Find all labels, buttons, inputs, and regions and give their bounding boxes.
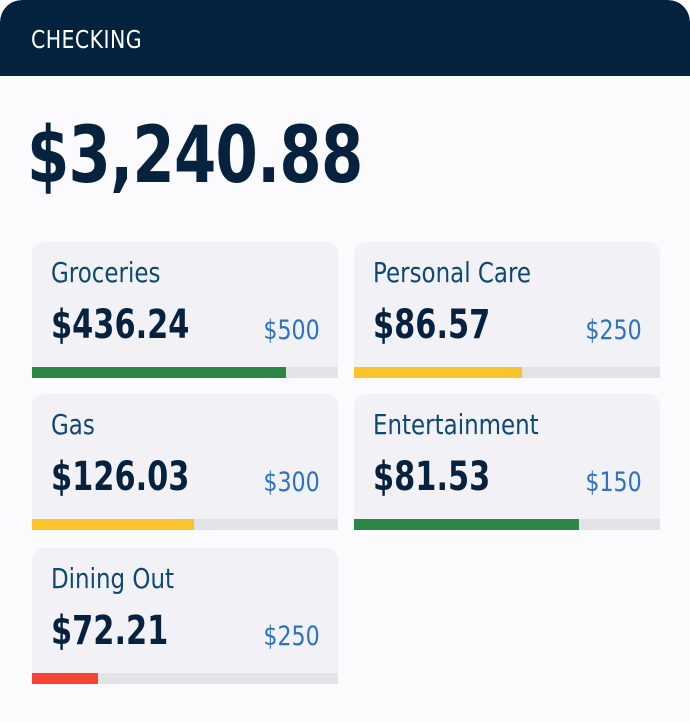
account-title: CHECKING xyxy=(31,25,142,54)
budget-tile-dining-out[interactable]: Dining Out $72.21 $250 xyxy=(32,548,338,684)
budget-spent-amount: $436.24 xyxy=(51,302,190,348)
budget-progress-fill xyxy=(354,519,579,530)
budget-tile-groceries[interactable]: Groceries $436.24 $500 xyxy=(32,242,338,378)
budget-tile-entertainment[interactable]: Entertainment $81.53 $150 xyxy=(354,394,660,530)
budget-spent-amount: $81.53 xyxy=(373,454,491,500)
budget-progress-track xyxy=(32,519,338,530)
budget-category-name: Dining Out xyxy=(51,562,175,595)
budget-limit-amount: $300 xyxy=(263,467,320,498)
account-header: CHECKING xyxy=(0,0,690,76)
budget-progress-track xyxy=(32,367,338,378)
budget-limit-amount: $250 xyxy=(585,315,642,346)
budget-limit-amount: $500 xyxy=(263,315,320,346)
budget-progress-fill xyxy=(32,367,286,378)
budget-spent-amount: $72.21 xyxy=(51,608,169,654)
budget-spent-amount: $126.03 xyxy=(51,454,190,500)
budget-category-name: Personal Care xyxy=(373,256,532,289)
budget-category-name: Gas xyxy=(51,408,95,441)
account-balance: $3,240.88 xyxy=(27,111,363,201)
budget-progress-track xyxy=(32,673,338,684)
budget-progress-track xyxy=(354,519,660,530)
budget-tile-gas[interactable]: Gas $126.03 $300 xyxy=(32,394,338,530)
budget-tile-personal-care[interactable]: Personal Care $86.57 $250 xyxy=(354,242,660,378)
budget-progress-fill xyxy=(32,519,195,530)
budget-limit-amount: $250 xyxy=(263,621,320,652)
budget-progress-fill xyxy=(32,673,98,684)
budget-category-name: Groceries xyxy=(51,256,161,289)
budget-limit-amount: $150 xyxy=(585,467,642,498)
budget-progress-track xyxy=(354,367,660,378)
budget-progress-fill xyxy=(354,367,523,378)
budget-category-name: Entertainment xyxy=(373,408,539,441)
budget-spent-amount: $86.57 xyxy=(373,302,491,348)
